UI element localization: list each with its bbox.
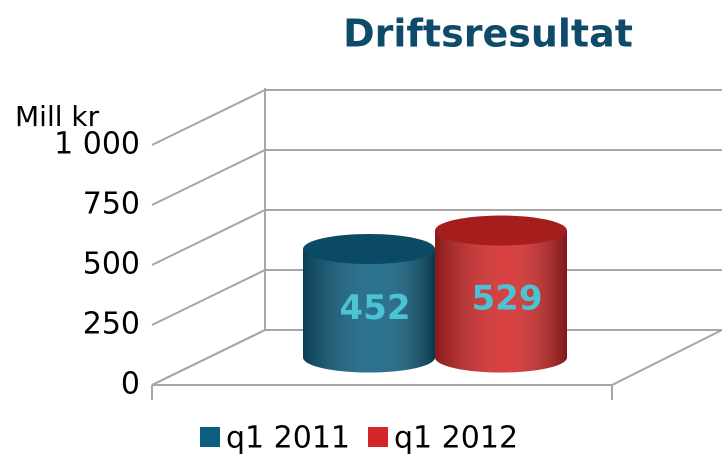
cylinder-top-shade [435, 215, 567, 246]
legend-label: q1 2011 [226, 421, 350, 455]
data-label: 452 [340, 288, 411, 328]
legend-swatch [200, 427, 220, 447]
y-tick-label: 250 [83, 307, 140, 342]
y-tick-label: 500 [83, 247, 140, 282]
grid-line [151, 149, 722, 206]
y-tick-label: 0 [121, 367, 140, 402]
cylinder-shade [303, 249, 435, 373]
chart-title: Driftsresultat [343, 12, 633, 56]
grid-line [151, 209, 722, 266]
grid-line [151, 329, 722, 386]
grid-line [151, 269, 722, 326]
cylinder-top [303, 234, 435, 265]
cylinder-top [435, 215, 567, 246]
cylinder-top-shade [303, 234, 435, 265]
data-label: 529 [472, 279, 543, 319]
legend-label: q1 2012 [394, 421, 518, 455]
y-tick-label: 750 [83, 187, 140, 222]
y-tick-label: 1 000 [54, 127, 140, 162]
cylinder-shade [435, 230, 567, 373]
y-axis-label: Mill kr [15, 100, 100, 133]
legend-swatch [368, 427, 389, 447]
grid-line [151, 89, 722, 146]
